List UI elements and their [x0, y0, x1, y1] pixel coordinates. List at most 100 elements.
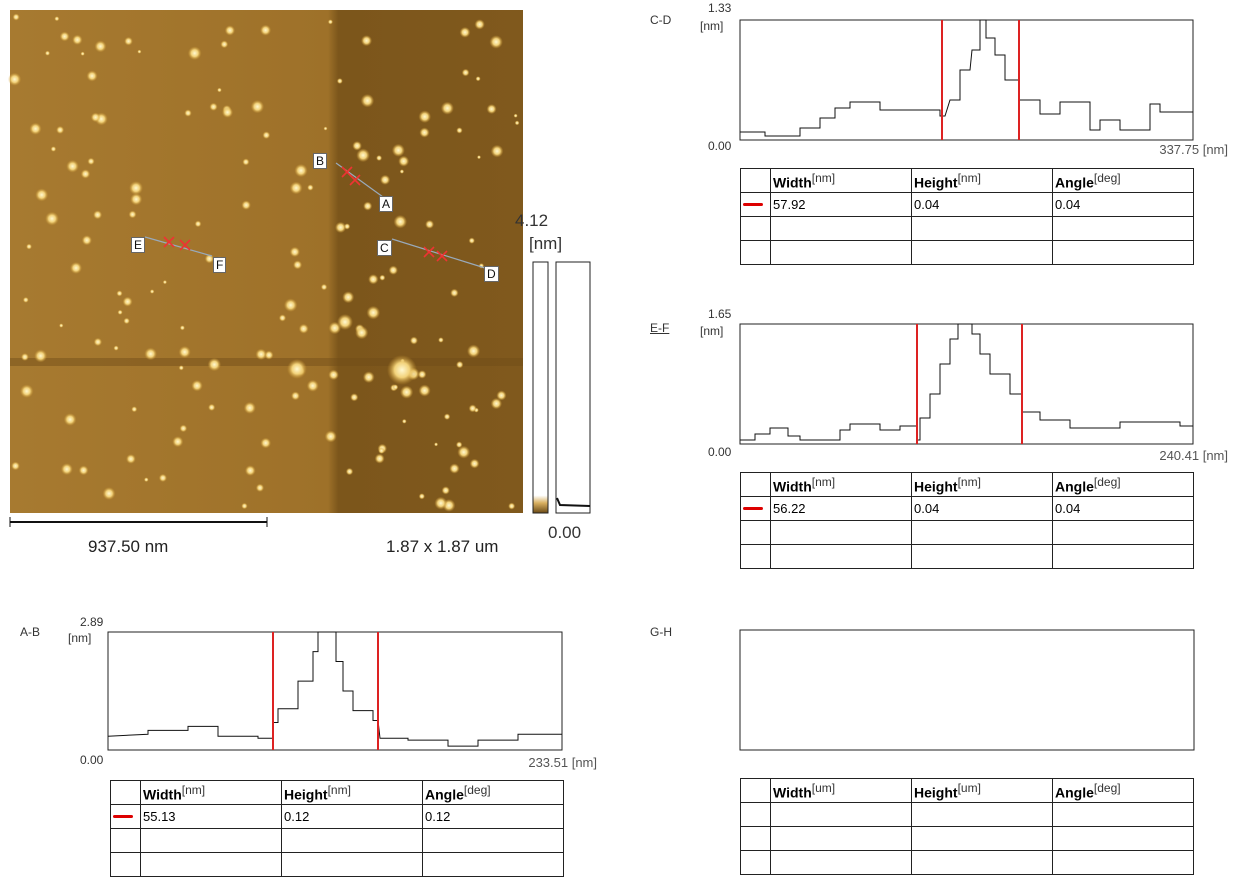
- profile-box: [740, 630, 1194, 750]
- cell: 0.04: [912, 497, 1053, 521]
- y-unit: [nm]: [68, 632, 91, 644]
- row-marker: [743, 203, 763, 206]
- grain: [456, 361, 463, 368]
- grain: [476, 76, 481, 81]
- marker-label: B: [313, 153, 327, 169]
- grain: [456, 127, 462, 133]
- grain: [126, 454, 136, 464]
- grain: [287, 359, 307, 379]
- grain: [514, 114, 518, 118]
- grain: [91, 112, 101, 122]
- grain: [425, 220, 434, 229]
- grain: [245, 465, 256, 476]
- cell: 56.22: [771, 497, 912, 521]
- grain: [172, 436, 183, 447]
- column-unit: [nm]: [958, 475, 981, 489]
- grain: [400, 169, 404, 173]
- grain: [380, 175, 390, 185]
- grain: [441, 102, 454, 115]
- grain: [35, 188, 48, 201]
- grain: [328, 19, 333, 24]
- y-max: 1.65: [708, 308, 731, 320]
- grain: [129, 181, 143, 195]
- grain: [131, 406, 137, 412]
- grain: [220, 40, 228, 48]
- grain: [23, 297, 29, 303]
- column-name: Angle: [1055, 174, 1094, 190]
- color-unit: [nm]: [529, 235, 562, 252]
- grain: [242, 158, 249, 165]
- grain: [118, 310, 123, 315]
- grain: [367, 306, 381, 320]
- grain: [376, 155, 382, 161]
- grain: [64, 413, 77, 426]
- grain: [361, 94, 374, 107]
- grain: [337, 78, 343, 84]
- column-unit: [nm]: [812, 475, 835, 489]
- column-name: Angle: [1055, 478, 1094, 494]
- cell: 0.04: [1053, 497, 1194, 521]
- grain: [82, 235, 92, 245]
- grain: [209, 103, 217, 111]
- grain: [290, 182, 303, 195]
- grain: [208, 404, 215, 411]
- grain: [29, 123, 41, 135]
- grain: [11, 461, 20, 470]
- column-unit: [deg]: [1094, 171, 1121, 185]
- profile-box: [740, 20, 1193, 140]
- grain: [8, 73, 21, 86]
- grain: [350, 393, 358, 401]
- grain: [195, 220, 202, 227]
- scan-artifact: [10, 358, 523, 366]
- column-name: Width: [773, 784, 812, 800]
- marker-label: F: [213, 257, 226, 273]
- grain: [124, 37, 133, 46]
- grain: [217, 88, 222, 93]
- grain: [260, 438, 271, 449]
- grain: [462, 69, 470, 77]
- grain: [293, 260, 302, 269]
- grain: [323, 127, 327, 131]
- column-name: Width: [773, 478, 812, 494]
- grain: [72, 35, 82, 45]
- grain: [508, 503, 515, 510]
- y-unit: [nm]: [700, 20, 723, 32]
- marker-label: A: [379, 196, 393, 212]
- y-max: 2.89: [80, 616, 103, 628]
- grain: [45, 51, 50, 56]
- grain: [294, 164, 307, 177]
- grain: [26, 244, 32, 250]
- grain: [389, 266, 398, 275]
- grain: [56, 126, 64, 134]
- grain: [398, 156, 409, 167]
- grain: [60, 31, 70, 41]
- grain: [456, 441, 463, 448]
- grain: [355, 326, 368, 339]
- column-unit: [um]: [958, 781, 981, 795]
- grain: [81, 169, 91, 179]
- grain: [375, 454, 385, 464]
- grain: [80, 52, 84, 56]
- x-range: 233.51 [nm]: [528, 756, 597, 769]
- grain: [393, 384, 399, 390]
- grain: [474, 19, 484, 29]
- column-name: Width: [143, 786, 182, 802]
- grain: [144, 348, 157, 361]
- grain: [299, 324, 309, 334]
- grain: [87, 158, 94, 165]
- grain: [251, 100, 264, 113]
- grain: [328, 370, 339, 381]
- column-unit: [nm]: [182, 783, 205, 797]
- profile-label: G-H: [650, 626, 672, 638]
- grain: [179, 365, 184, 370]
- grain: [184, 109, 192, 117]
- grain: [225, 25, 235, 35]
- grain: [208, 358, 221, 371]
- histogram: [556, 262, 590, 513]
- grain: [460, 27, 471, 38]
- grain: [379, 275, 385, 281]
- grain: [262, 131, 270, 139]
- grain: [94, 40, 106, 52]
- grain: [307, 184, 314, 191]
- canvas: [0, 0, 1244, 876]
